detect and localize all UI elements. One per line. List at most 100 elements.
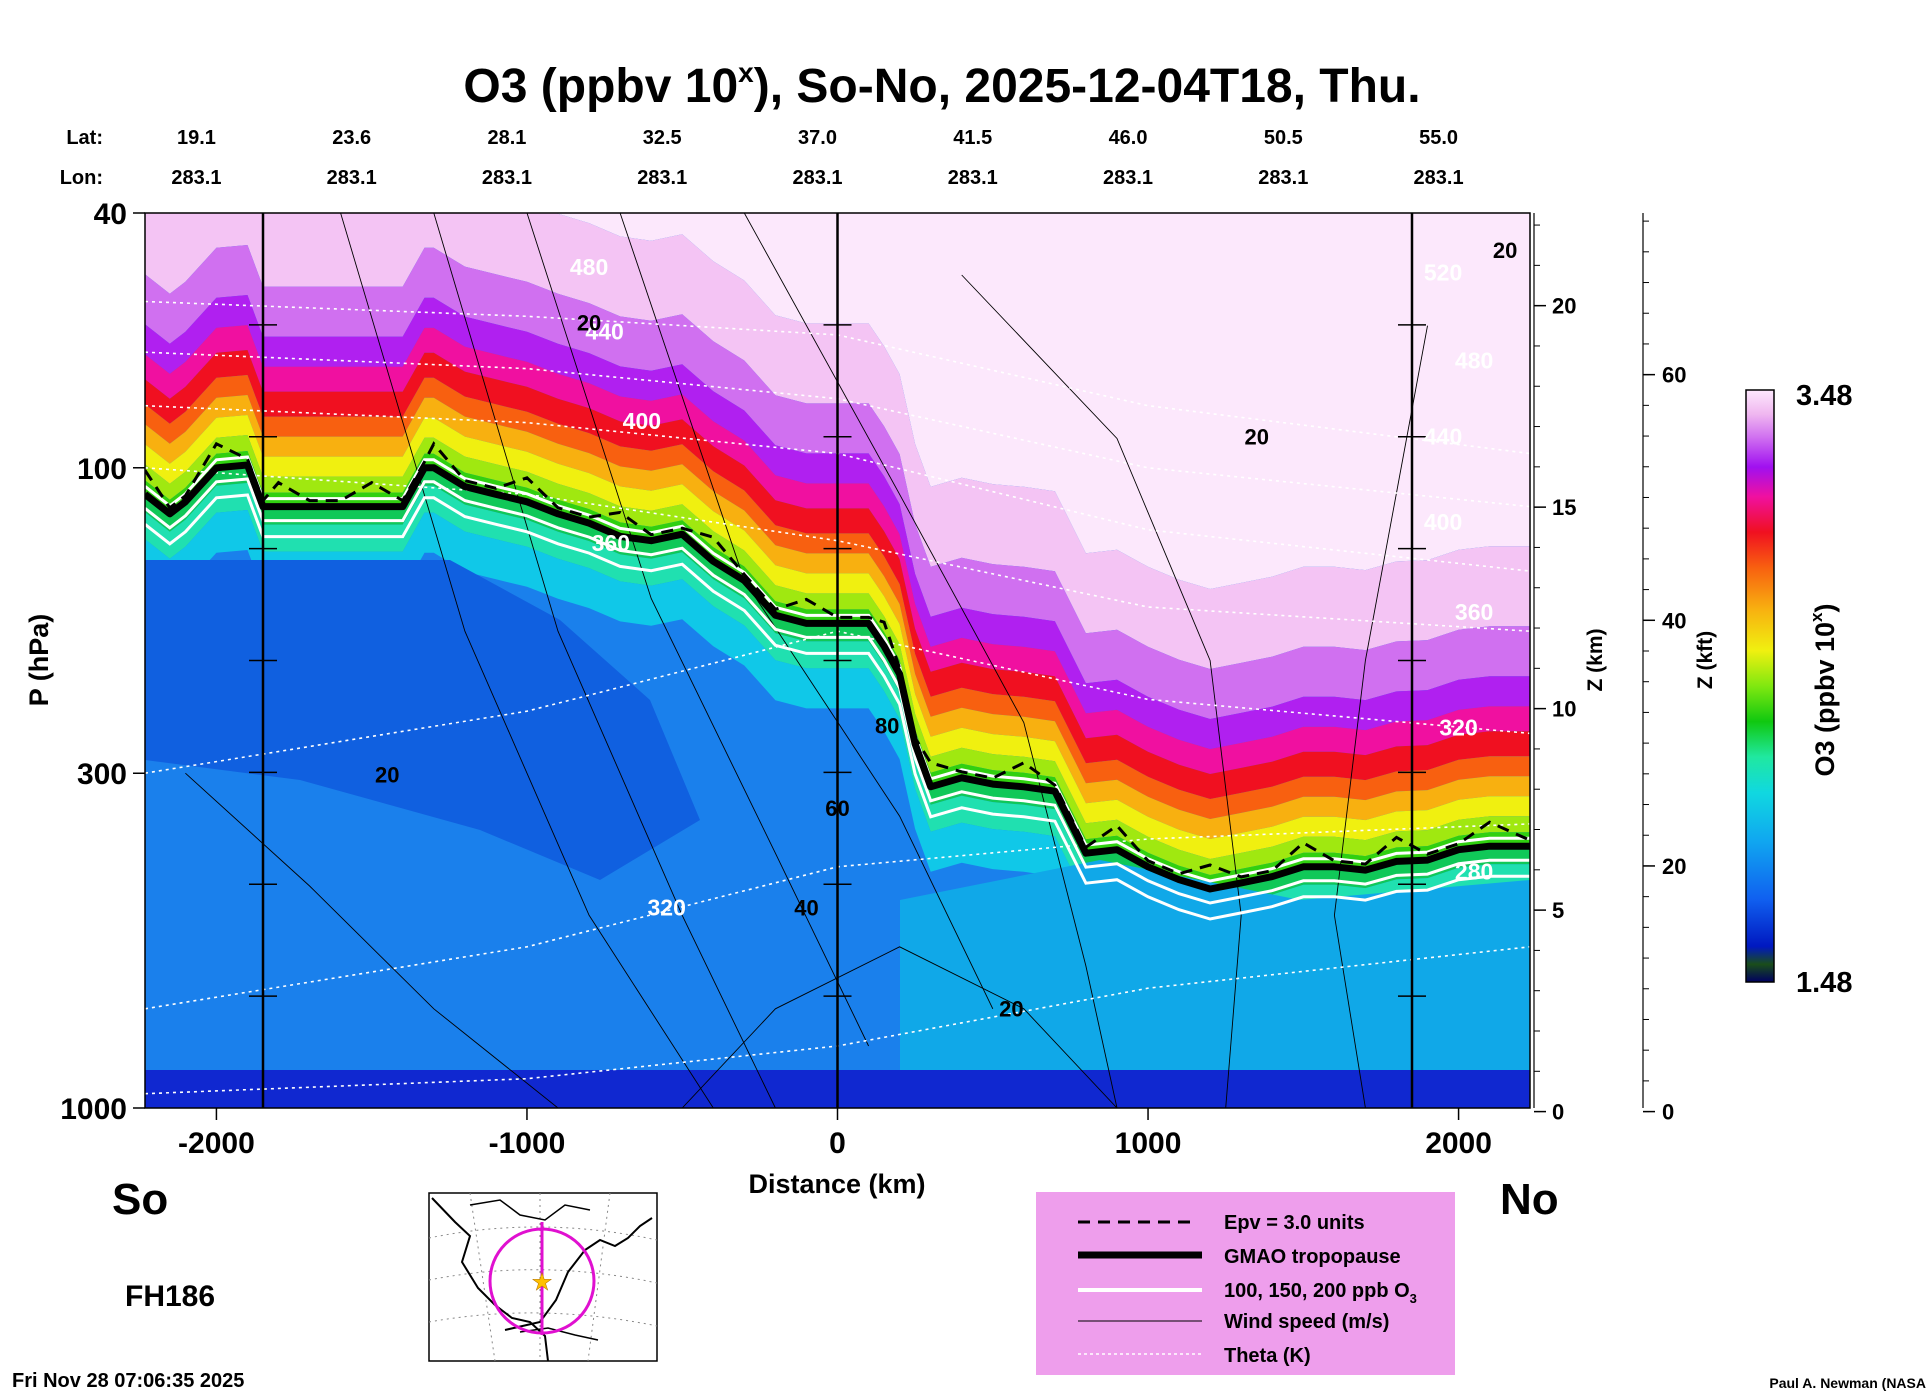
theta-label: 400 xyxy=(623,408,661,434)
z-kft-tick-label: 40 xyxy=(1662,608,1686,633)
x-axis: -2000 -1000 0 1000 2000 xyxy=(178,1108,1492,1160)
wind-line xyxy=(619,213,994,1009)
vertical-markers xyxy=(249,213,1426,1108)
colorbar-min-label: 1.48 xyxy=(1796,967,1852,999)
colorbar-label: O3 (ppbv 10x) xyxy=(1807,603,1840,776)
longitude-label: 283.1 xyxy=(1103,167,1153,189)
z-kft-axis-label: Z (kft) xyxy=(1694,631,1717,689)
theta-label: 480 xyxy=(570,254,608,280)
legend-item-tropopause: GMAO tropopause xyxy=(1224,1246,1401,1268)
x-tick-label: 1000 xyxy=(1115,1127,1182,1160)
latitude-label: 19.1 xyxy=(177,127,216,149)
credit: Paul A. Newman (NASA xyxy=(1769,1375,1926,1391)
lat-label: Lat: xyxy=(66,127,103,149)
wind-speed-contours xyxy=(185,213,1428,1108)
wind-label: 20 xyxy=(577,310,601,335)
longitude-label: 283.1 xyxy=(327,167,377,189)
ozone-band xyxy=(145,245,1530,719)
z-km-tick-label: 10 xyxy=(1552,697,1576,722)
ozone-low-patch xyxy=(145,560,700,880)
south-label: So xyxy=(112,1175,168,1224)
ozone-band xyxy=(145,451,1530,889)
tropopause-line xyxy=(145,461,1530,893)
wind-line xyxy=(743,213,1118,1108)
chart-title: O3 (ppbv 10x), So-No, 2025-12-04T18, Thu… xyxy=(463,57,1420,113)
colorbar xyxy=(1745,389,1775,983)
x-tick-label: 2000 xyxy=(1425,1127,1492,1160)
latitude-label: 28.1 xyxy=(487,127,526,149)
p-tick-label: 40 xyxy=(94,198,127,231)
theta-label: 520 xyxy=(1424,260,1462,286)
z-km-tick-label: 0 xyxy=(1552,1100,1564,1125)
location-map: ★ xyxy=(428,1192,658,1362)
x-tick-label: -2000 xyxy=(178,1127,255,1160)
wind-label: 20 xyxy=(1493,238,1517,263)
p-tick-label: 300 xyxy=(77,758,127,791)
theta-label: 360 xyxy=(1455,599,1493,625)
latitude-label: 55.0 xyxy=(1419,127,1458,149)
center-star-icon: ★ xyxy=(531,1269,553,1296)
z-kft-tick-label: 0 xyxy=(1662,1100,1674,1125)
legend-item-wind: Wind speed (m/s) xyxy=(1224,1311,1389,1333)
pressure-axis: 40 100 300 1000 xyxy=(60,198,145,1126)
z-km-tick-label: 20 xyxy=(1552,294,1576,319)
plot-area: 480 440 400 360 320 520 480 440 400 360 320 280 20 20… xyxy=(145,213,1530,1108)
wind-line xyxy=(526,213,870,1047)
latitude-label: 32.5 xyxy=(643,127,682,149)
longitude-label: 283.1 xyxy=(1258,167,1308,189)
latitude-label: 41.5 xyxy=(953,127,992,149)
ozone-band xyxy=(145,375,1530,819)
z-km-axis: 0 5 10 15 20 xyxy=(1533,213,1576,1125)
ozone-band xyxy=(145,415,1530,859)
longitude-label: 283.1 xyxy=(1414,167,1464,189)
wind-line xyxy=(340,213,714,1108)
timestamp: Fri Nov 28 07:06:35 2025 xyxy=(12,1370,244,1392)
p-tick-label: 100 xyxy=(77,453,127,486)
transect-circle xyxy=(488,1227,596,1335)
z-km-axis-label: Z (km) xyxy=(1584,629,1607,692)
legend: Epv = 3.0 units GMAO tropopause 100, 150… xyxy=(1036,1192,1455,1375)
wind-line xyxy=(681,946,1118,1108)
ozone-band xyxy=(168,213,1530,589)
wind-label: 20 xyxy=(999,997,1023,1022)
longitude-label: 283.1 xyxy=(171,167,221,189)
legend-item-theta: Theta (K) xyxy=(1224,1345,1311,1367)
x-tick-label: 0 xyxy=(829,1127,846,1160)
theta-label: 440 xyxy=(585,318,623,344)
ozone-band xyxy=(145,350,1530,799)
north-label: No xyxy=(1500,1175,1559,1224)
longitude-label: 283.1 xyxy=(948,167,998,189)
z-kft-tick-label: 60 xyxy=(1662,363,1686,388)
theta-label: 320 xyxy=(648,894,686,920)
longitude-label: 283.1 xyxy=(792,167,842,189)
z-km-tick-label: 5 xyxy=(1552,898,1564,923)
forecast-hour: FH186 xyxy=(125,1280,215,1313)
lat-lon-row: 19.1 23.6 28.1 32.5 37.0 41.5 46.0 50.5 55.0 283.… xyxy=(171,127,1463,189)
colorbar-max-label: 3.48 xyxy=(1796,380,1852,412)
z-kft-tick-label: 20 xyxy=(1662,854,1686,879)
x-axis-label: Distance (km) xyxy=(748,1169,925,1199)
theta-label: 480 xyxy=(1455,348,1493,374)
ozone-band xyxy=(145,395,1530,839)
legend-item-o3: 100, 150, 200 ppb O3 xyxy=(1224,1280,1417,1306)
theta-label: 320 xyxy=(1439,715,1477,741)
ozone-band xyxy=(145,295,1530,749)
theta-label: 400 xyxy=(1424,509,1462,535)
ozone-band xyxy=(145,213,1530,669)
o3-contour xyxy=(145,477,1530,905)
o3-contour xyxy=(145,493,1530,921)
ozone-band xyxy=(145,435,1530,875)
wind-line xyxy=(433,213,776,1108)
wind-label: 60 xyxy=(825,796,849,821)
latitude-label: 46.0 xyxy=(1109,127,1148,149)
legend-item-epv: Epv = 3.0 units xyxy=(1224,1212,1365,1234)
theta-line xyxy=(145,467,1530,632)
theta-label: 280 xyxy=(1455,859,1493,885)
longitude-label: 283.1 xyxy=(482,167,532,189)
theta-label: 440 xyxy=(1424,424,1462,450)
z-km-tick-label: 15 xyxy=(1552,495,1576,520)
epv-contour xyxy=(145,441,1530,879)
lon-label: Lon: xyxy=(60,167,103,189)
wind-label: 20 xyxy=(375,762,399,787)
